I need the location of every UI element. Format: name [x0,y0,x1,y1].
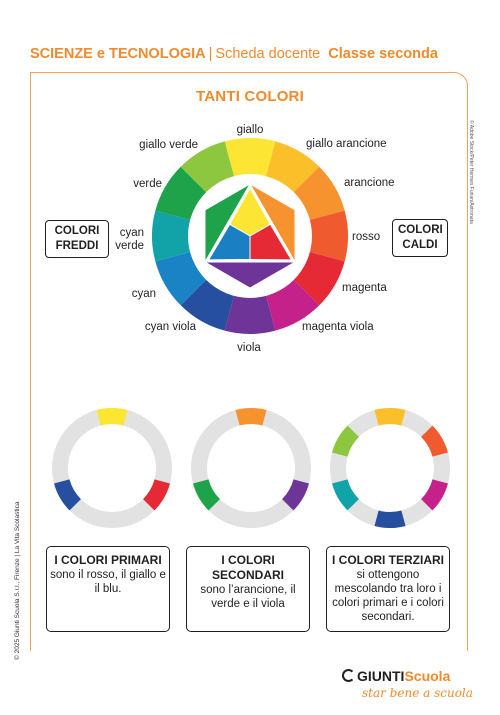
box-primary-text: sono il rosso, il giallo e il blu. [50,569,166,595]
color-wheel [152,138,348,334]
ring-segment-terziari-3 [374,510,406,528]
ring-segment-terziari-2 [421,479,448,511]
page-title: TANTI COLORI [196,88,304,105]
box-secondary-colors: I COLORI SECONDARI sono l’arancione, il … [186,546,310,632]
header-separator: | [208,46,213,62]
label-cyan-viola: cyan viola [144,321,196,333]
box-tertiary-text: si ottengono mescolando tra loro i color… [332,569,444,623]
label-verde: verde [133,178,162,190]
ring-segment-terziari-0 [374,408,406,426]
wheel-secondary [190,408,311,528]
header-subject: SCIENZE e TECNOLOGIA [30,46,206,62]
label-cyan-verde: cyan verde [115,227,144,252]
label-cyan: cyan [131,288,156,300]
label-arancione: arancione [344,177,395,189]
center-blue-piece [207,223,251,261]
image-credit: © Adobe Stock/Peter Hermes Furian/Astron… [468,120,474,224]
box-primary-colors: I COLORI PRIMARI sono il rosso, il giall… [46,546,170,632]
ring-segment-primari-2 [54,479,81,511]
header-grade: Classe seconda [328,46,438,62]
label-magenta: magenta [342,282,387,294]
wheel-primary [51,408,172,528]
ring-segment-terziari-4 [332,479,359,511]
header-sheet: Scheda docente [215,46,321,62]
ring-segment-secondari-0 [235,408,267,426]
content-frame [30,72,468,651]
brand-scuola: Scuola [404,668,451,684]
center-violet-triangle [203,261,297,289]
giunti-g-icon [342,669,355,682]
box-secondary-text: sono l’arancione, il verde e il viola [200,584,296,610]
ring-segment-secondari-2 [193,479,220,511]
box-primary-title: I COLORI PRIMARI [54,553,162,567]
label-giallo: giallo [236,124,264,136]
wheel-tertiary [329,408,450,528]
label-giallo-verde: giallo verde [139,139,198,151]
tag-colori-caldi: COLORI CALDI [392,219,448,257]
box-tertiary-colors: I COLORI TERZIARI si ottengono mescoland… [326,546,450,632]
ring-segment-terziari-1 [421,425,448,457]
giunti-scuola-logo: GIUNTIScuola [342,668,450,684]
page-header: SCIENZE e TECNOLOGIA | Scheda docente Clas… [30,46,470,62]
center-orange-triangle [248,182,296,264]
ring-segment-terziari-5 [332,425,359,457]
tag-colori-freddi: COLORI FREDDI [45,220,109,258]
box-tertiary-title: I COLORI TERZIARI [332,553,444,567]
center-green-triangle [204,182,252,264]
label-magenta-viola: magenta viola [302,321,374,333]
ring-segment-secondari-1 [282,479,309,511]
ring-segment-primari-0 [96,408,128,426]
copyright-note: © 2025 Giunti Scuola S.r.l., Firenze | L… [14,501,21,660]
brand-giunti: GIUNTI [357,668,405,684]
label-rosso: rosso [352,231,381,243]
brand-slogan: star bene a scuola [362,686,473,700]
label-giallo-arancione: giallo arancione [306,138,387,150]
ring-segment-primari-1 [143,479,170,511]
label-viola: viola [237,342,261,354]
box-secondary-title: I COLORI SECONDARI [211,553,284,582]
